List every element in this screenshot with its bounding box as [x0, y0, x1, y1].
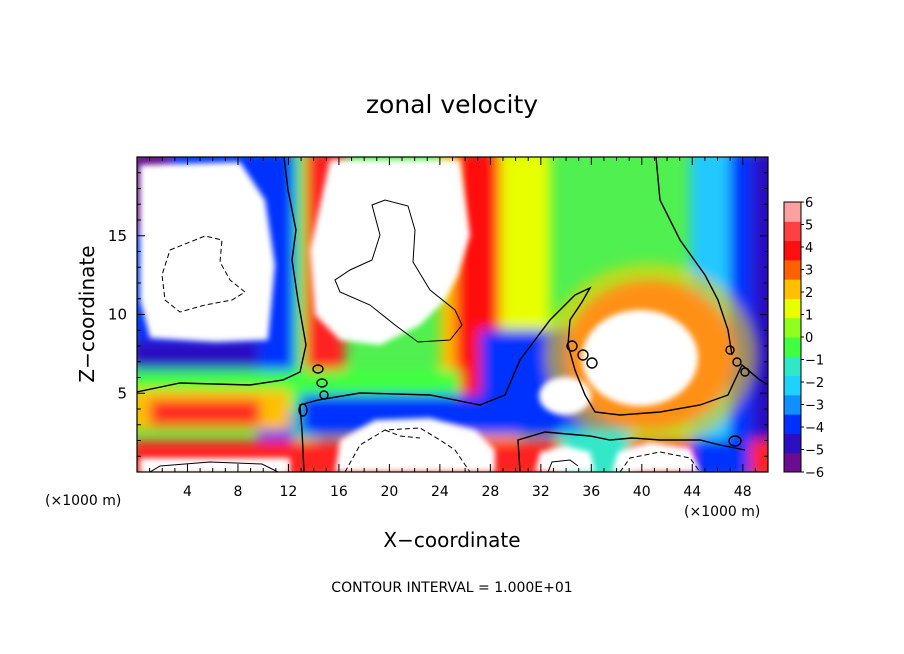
y-unit-label: (×1000 m) [684, 504, 760, 520]
y-axis-label: Z−coordinate [75, 245, 99, 382]
colorbar-swatch [784, 433, 801, 454]
colorbar-swatch [784, 298, 801, 319]
colorbar-tick-label: −1 [805, 354, 824, 369]
colorbar-swatch [784, 317, 801, 338]
chart-title: zonal velocity [366, 90, 538, 119]
x-tick-label: 44 [683, 484, 701, 500]
x-tick-label: 48 [734, 484, 752, 500]
colorbar-tick-label: −5 [805, 444, 824, 459]
colorbar-tick-label: 3 [805, 264, 813, 279]
colorbar-tick-label: −3 [805, 399, 824, 414]
colorbar-tick-label: 1 [805, 309, 813, 324]
colorbar-tick-label: 4 [805, 241, 813, 256]
y-tick-label: 15 [108, 227, 127, 245]
colorbar-tick-label: −2 [805, 376, 824, 391]
heatmap-field [137, 157, 768, 472]
saturated-regions [140, 160, 700, 472]
colorbar-swatch [784, 375, 801, 396]
y-tick-label: 5 [117, 384, 127, 402]
x-tick-label: 28 [481, 484, 499, 500]
y-axis: 5 10 15 [108, 156, 768, 473]
x-tick-label: 24 [431, 484, 449, 500]
x-tick-label: 40 [633, 484, 651, 500]
colorbar-tick-label: 2 [805, 286, 813, 301]
x-tick-label: 12 [280, 484, 298, 500]
colorbar-swatch [784, 414, 801, 434]
x-axis: 4 8 12 16 20 24 28 32 36 40 44 48 [136, 157, 769, 500]
colorbar-swatch [784, 337, 801, 357]
x-tick-label: 8 [233, 484, 242, 500]
x-tick-label: 4 [183, 484, 192, 500]
x-tick-label: 32 [532, 484, 550, 500]
x-axis-label: X−coordinate [383, 528, 520, 552]
colorbar-swatch [784, 202, 801, 222]
colorbar-tick-label: −6 [805, 466, 824, 481]
colorbar-swatch [784, 394, 801, 415]
x-tick-label: 20 [380, 484, 398, 500]
colorbar-swatch [784, 221, 801, 242]
colorbar-swatch [784, 240, 801, 261]
colorbar-swatch [784, 356, 801, 377]
colorbar-tick-label: 5 [805, 219, 813, 234]
contour-lines [137, 157, 768, 472]
negative-contour-lines [161, 235, 701, 472]
colorbar-tick-label: 6 [805, 196, 813, 211]
colorbar-tick-label: 0 [805, 331, 813, 346]
y-tick-label: 10 [108, 306, 127, 324]
colorbar-tick-label: −4 [805, 421, 824, 436]
x-tick-label: 16 [330, 484, 348, 500]
colorbar-swatch [784, 279, 801, 299]
x-unit-label: (×1000 m) [45, 493, 121, 509]
contour-interval-note: CONTOUR INTERVAL = 1.000E+01 [331, 580, 572, 596]
colorbar-swatch [784, 259, 801, 280]
x-tick-label: 36 [582, 484, 600, 500]
colorbar: 6 5 4 3 2 1 0 −1 −2 −3 −4 −5 −6 [783, 196, 824, 481]
colorbar-swatch [784, 452, 801, 473]
